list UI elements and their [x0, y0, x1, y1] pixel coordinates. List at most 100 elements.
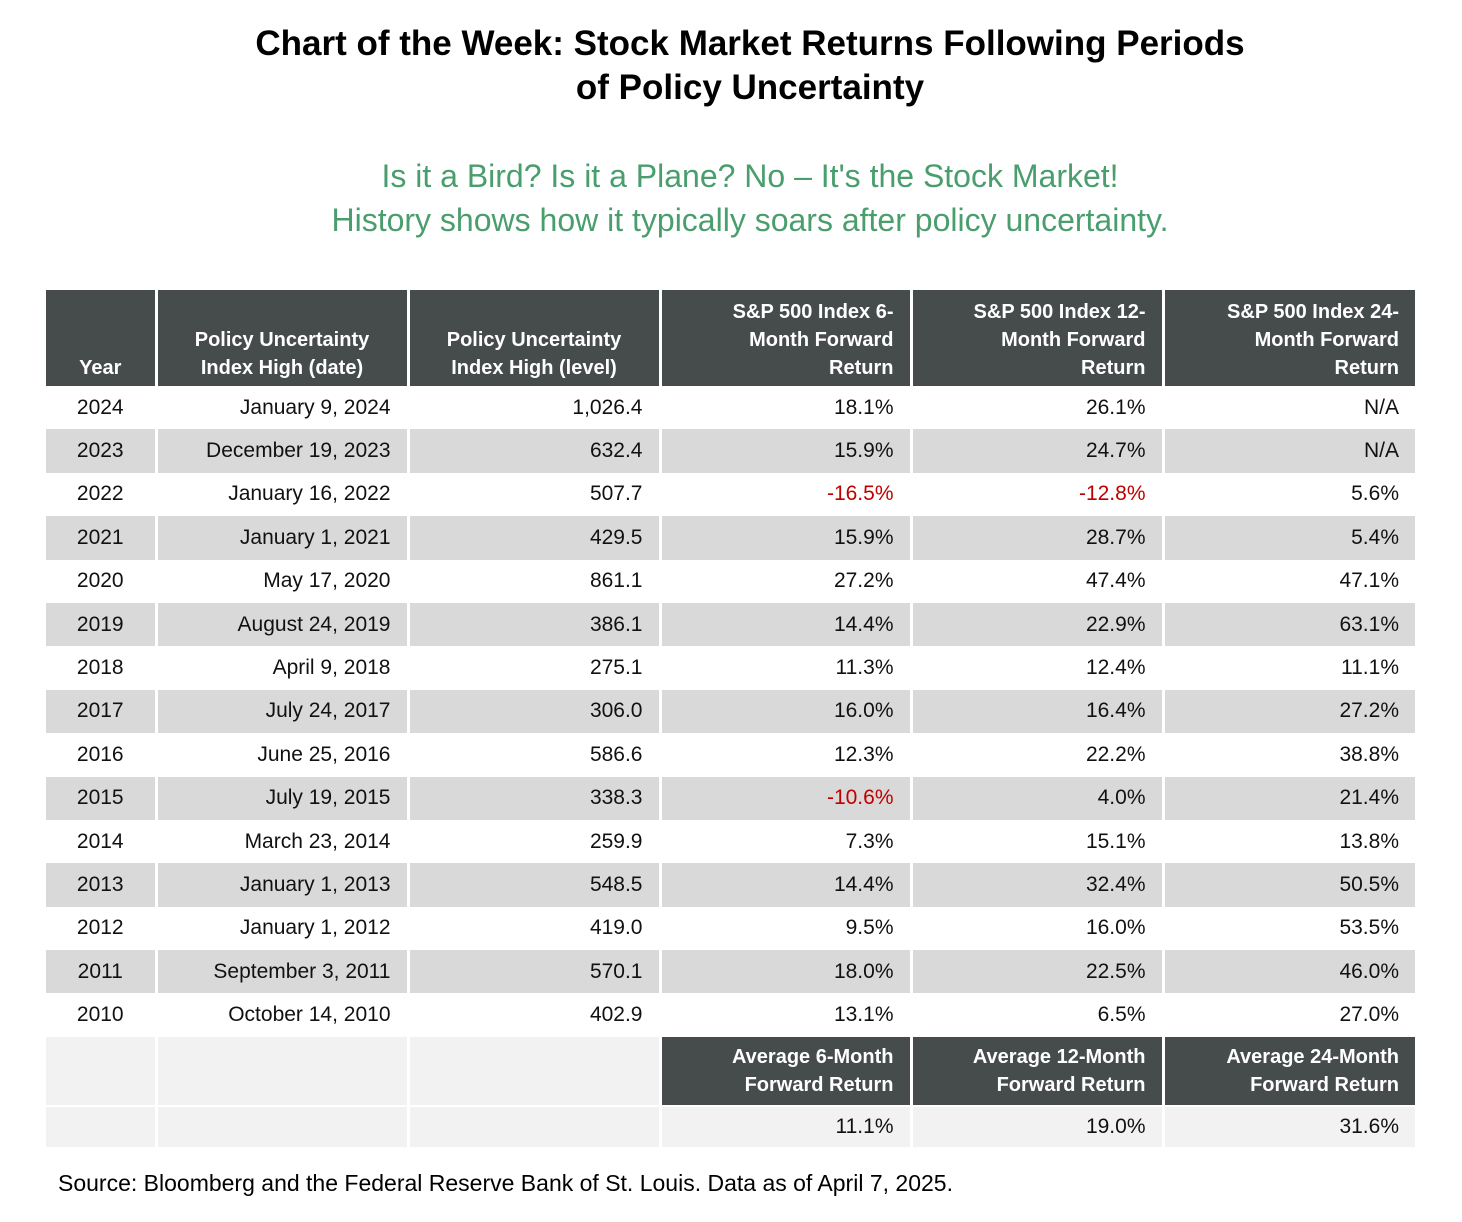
cell-index-date: January 1, 2012 — [154, 906, 408, 951]
column-header-line: Policy Uncertainty — [446, 329, 622, 351]
table-row: 2024 January 9, 2024 1,026.4 18.1% 26.1% N/A — [46, 386, 1415, 430]
table-row: 2018 April 9, 2018 275.1 11.3% 12.4% 11.1% — [46, 646, 1415, 690]
cell-return-24-month: 11.1% — [1161, 646, 1415, 690]
cell-year: 2012 — [76, 916, 124, 940]
cell-return-24-month: 13.8% — [1161, 819, 1415, 864]
column-header-line: Year — [79, 357, 122, 379]
cell-return-24-month: 53.5% — [1161, 906, 1415, 951]
cell-year: 2015 — [46, 776, 156, 820]
column-header-index-date: Policy Uncertainty Index High (date) — [154, 290, 408, 386]
cell-index-date: January 1, 2021 — [154, 516, 408, 560]
column-header-line: S&P 500 Index 6- — [732, 301, 894, 323]
cell-return-24-month: N/A — [1161, 386, 1415, 430]
average-12-month-label: Average 12-Month Forward Return — [909, 1036, 1163, 1106]
average-24-month-label-line: Forward Return — [1250, 1073, 1399, 1096]
source-note: Source: Bloomberg and the Federal Reserv… — [58, 1170, 953, 1196]
chart-title-line-2: of Policy Uncertainty — [575, 68, 925, 107]
cell-return-24-month: N/A — [1161, 429, 1415, 473]
cell-year: 2022 — [76, 482, 124, 506]
cell-index-level: 259.9 — [406, 819, 660, 864]
cell-return-6-month: 14.4% — [658, 602, 911, 647]
table-header-row: Year Policy Uncertainty Index High (date)… — [46, 290, 1415, 386]
column-header-line: Index High (date) — [200, 357, 364, 379]
cell-index-date: July 24, 2017 — [154, 689, 408, 734]
cell-index-level: 306.0 — [406, 689, 660, 734]
cell-return-12-month: 16.0% — [909, 906, 1163, 951]
cell-return-6-month: 11.3% — [658, 646, 911, 690]
cell-year: 2024 — [76, 395, 124, 419]
cell-return-24-month: 5.4% — [1161, 516, 1415, 560]
cell-return-12-month: 12.4% — [909, 646, 1163, 690]
table-row: 2011 September 3, 2011 570.1 18.0% 22.5% 46.0… — [46, 950, 1415, 994]
cell-return-12-month: 32.4% — [909, 863, 1163, 907]
cell-index-date: January 1, 2013 — [154, 863, 408, 907]
cell-return-6-month: 13.1% — [658, 993, 911, 1037]
column-header-line: Month Forward — [1254, 329, 1399, 351]
cell-return-6-month: 27.2% — [658, 559, 911, 603]
cell-return-24-month: 63.1% — [1161, 602, 1415, 647]
average-6-month-label: Average 6-Month Forward Return — [658, 1036, 911, 1106]
cell-return-6-month: 12.3% — [658, 733, 911, 777]
cell-return-6-month: 14.4% — [658, 863, 911, 907]
average-24-month-label-line: Average 24-Month — [1226, 1045, 1399, 1068]
cell-index-level: 1,026.4 — [406, 386, 660, 430]
cell-return-12-month: 47.4% — [909, 559, 1163, 603]
average-header-row: Average 6-Month Forward Return Average 12-… — [46, 1036, 1415, 1106]
cell-return-12-month: 15.1% — [909, 819, 1163, 864]
cell-year: 2021 — [46, 516, 156, 560]
average-6-month-label-line: Forward Return — [744, 1073, 894, 1096]
cell-index-date: January 9, 2024 — [154, 386, 408, 430]
cell-year: 2023 — [46, 429, 156, 473]
cell-return-6-month: 7.3% — [658, 819, 911, 864]
column-header-index-level: Policy Uncertainty Index High (level) — [406, 290, 660, 386]
cell-return-12-month: 22.9% — [909, 602, 1163, 647]
column-header-6-month-return: S&P 500 Index 6- Month Forward Return — [658, 290, 911, 386]
cell-return-24-month: 46.0% — [1161, 950, 1415, 994]
cell-index-date: October 14, 2010 — [154, 993, 408, 1037]
table-row: 2019 August 24, 2019 386.1 14.4% 22.9% 63.1% — [46, 602, 1415, 647]
cell-index-date: December 19, 2023 — [154, 429, 408, 473]
column-header-line: S&P 500 Index 24- — [1227, 301, 1399, 323]
cell-index-level: 338.3 — [406, 776, 660, 820]
cell-return-12-month: -12.8% — [909, 472, 1163, 517]
cell-year: 2017 — [46, 689, 156, 734]
cell-return-24-month: 27.2% — [1161, 689, 1415, 734]
cell-index-date: September 3, 2011 — [154, 950, 408, 994]
average-6-month-label-line: Average 6-Month — [731, 1045, 894, 1068]
column-header-line: Index High (level) — [451, 357, 617, 379]
column-header-line: Return — [829, 357, 894, 379]
cell-return-24-month: 27.0% — [1161, 993, 1415, 1037]
chart-subtitle: Is it a Bird? Is it a Plane? No – It's t… — [0, 154, 1462, 242]
returns-table: Year Policy Uncertainty Index High (date)… — [46, 290, 1415, 1147]
cell-year: 2011 — [46, 950, 156, 994]
cell-year: 2010 — [76, 1003, 124, 1027]
cell-return-6-month: 18.1% — [658, 386, 911, 430]
cell-return-24-month: 47.1% — [1161, 559, 1415, 603]
table-row: 2023 December 19, 2023 632.4 15.9% 24.7% N/A — [46, 429, 1415, 473]
cell-index-level: 507.7 — [406, 472, 660, 517]
cell-return-6-month: -10.6% — [658, 776, 911, 820]
cell-year: 2013 — [46, 863, 156, 907]
table-row: 2014 March 23, 2014 259.9 7.3% 15.1% 13.8% — [46, 819, 1415, 864]
cell-year: 2018 — [76, 656, 124, 680]
average-24-month-value: 31.6% — [1161, 1104, 1415, 1147]
table-row: 2021 January 1, 2021 429.5 15.9% 28.7% 5.4% — [46, 516, 1415, 560]
chart-subtitle-line-2: History shows how it typically soars aft… — [331, 202, 1169, 238]
cell-index-date: August 24, 2019 — [154, 602, 408, 647]
cell-index-level: 632.4 — [406, 429, 660, 473]
cell-return-24-month: 38.8% — [1161, 733, 1415, 777]
column-header-12-month-return: S&P 500 Index 12- Month Forward Return — [909, 290, 1163, 386]
column-header-line: S&P 500 Index 12- — [973, 301, 1146, 323]
cell-index-level: 429.5 — [406, 516, 660, 560]
cell-index-date: January 16, 2022 — [154, 472, 408, 517]
cell-index-level: 548.5 — [406, 863, 660, 907]
table-row: 2016 June 25, 2016 586.6 12.3% 22.2% 38.8% — [46, 733, 1415, 777]
average-6-month-value: 11.1% — [658, 1104, 911, 1147]
table-row: 2017 July 24, 2017 306.0 16.0% 16.4% 27.2% — [46, 689, 1415, 734]
column-header-year: Year — [46, 290, 156, 386]
empty-cell — [154, 1036, 408, 1106]
cell-index-level: 402.9 — [406, 993, 660, 1037]
cell-index-level: 570.1 — [406, 950, 660, 994]
cell-year: 2016 — [76, 742, 124, 766]
cell-index-date: June 25, 2016 — [154, 733, 408, 777]
